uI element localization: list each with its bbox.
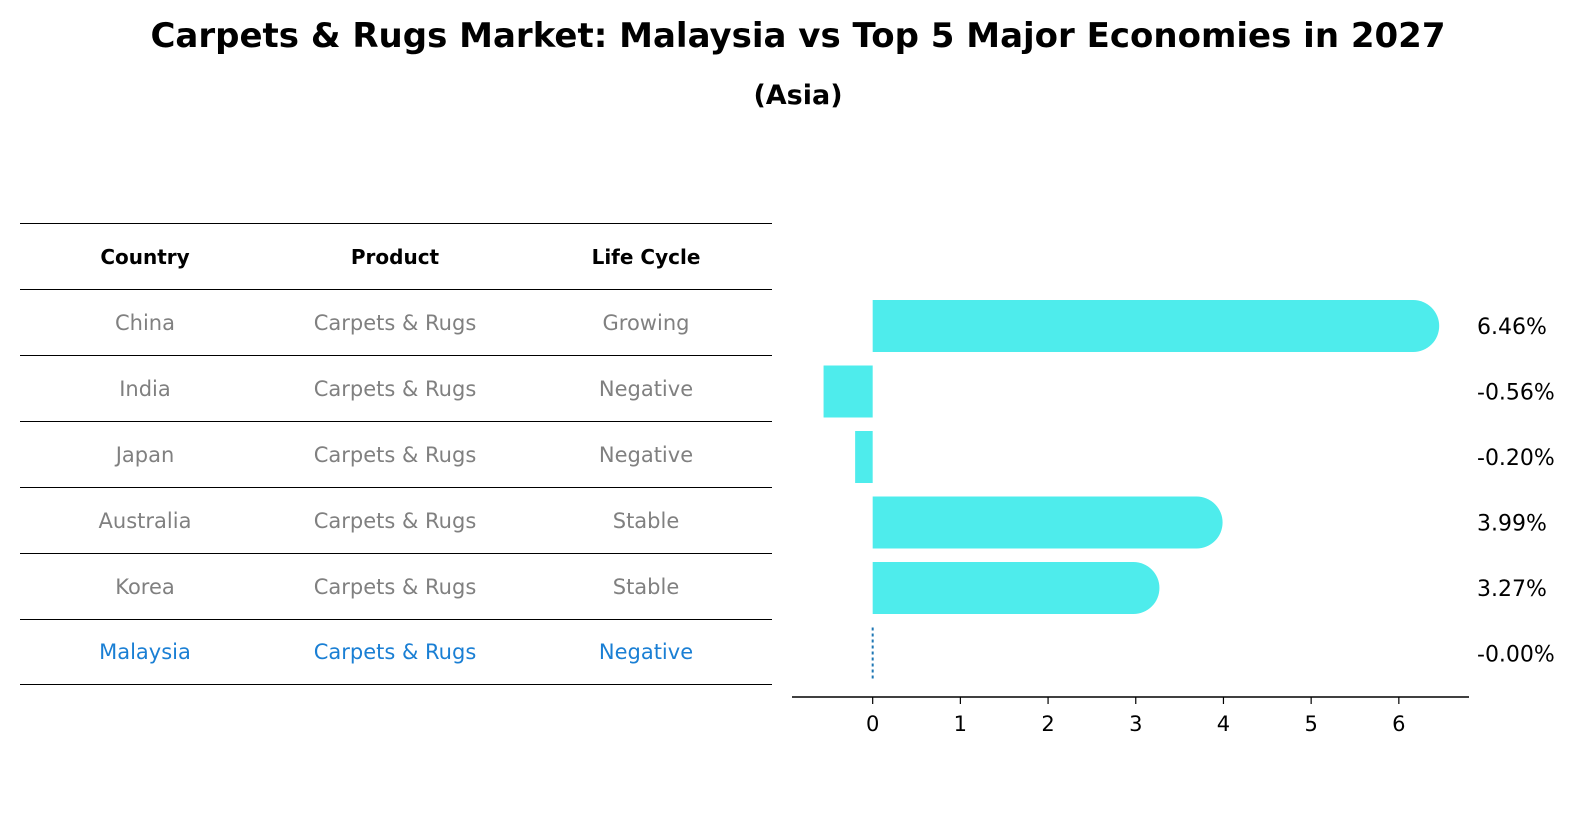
bar-value-label: -0.56% [1477,381,1555,406]
header-product: Product [350,244,440,269]
table-header-row: Country Product Life Cycle [20,223,772,289]
header-life-cycle: Life Cycle [591,244,701,269]
cell-country: India [119,376,171,401]
x-tick-label: 4 [1217,712,1230,736]
bar-value-label: 3.27% [1477,577,1547,602]
table-row: Australia Carpets & Rugs Stable [20,487,772,553]
cell-product: Carpets & Rugs [313,376,477,401]
cell-life-cycle: Stable [612,508,680,533]
cell-product: Carpets & Rugs [313,310,477,335]
x-tick-label: 3 [1129,712,1142,736]
bar-value-label: 3.99% [1477,512,1547,537]
x-tick-label: 0 [866,712,879,736]
table-row: Korea Carpets & Rugs Stable [20,553,772,619]
bar [823,365,873,418]
bar-value-label: -0.00% [1477,643,1555,668]
bar [872,562,1160,614]
bar [872,496,1223,549]
table-row: Japan Carpets & Rugs Negative [20,421,772,487]
x-tick-label: 6 [1392,712,1405,736]
table-row-highlighted: Malaysia Carpets & Rugs Negative [20,619,772,685]
cell-country: China [115,310,175,335]
country-table: Country Product Life Cycle China Carpets… [20,223,772,685]
header-country: Country [100,244,190,269]
cell-life-cycle: Negative [598,640,694,664]
cell-country: Malaysia [99,640,191,664]
bar [855,431,873,483]
cell-country: Korea [115,574,175,599]
cell-product: Carpets & Rugs [313,508,477,533]
cell-product: Carpets & Rugs [313,640,477,664]
cell-life-cycle: Negative [598,376,694,401]
x-tick-label: 2 [1041,712,1054,736]
table-row: China Carpets & Rugs Growing [20,289,772,355]
chart-title: Carpets & Rugs Market: Malaysia vs Top 5… [150,16,1446,56]
x-tick-label: 1 [954,712,967,736]
cell-life-cycle: Growing [602,310,690,335]
x-tick-label: 5 [1304,712,1317,736]
bar [872,300,1440,352]
cell-life-cycle: Negative [598,442,694,467]
cell-product: Carpets & Rugs [313,442,477,467]
bar-value-label: 6.46% [1477,315,1547,340]
cell-country: Australia [98,508,192,533]
chart-subtitle: (Asia) [753,80,843,111]
cell-country: Japan [115,442,175,467]
bar-value-label: -0.20% [1477,446,1555,471]
cell-product: Carpets & Rugs [313,574,477,599]
cell-life-cycle: Stable [612,574,680,599]
table-row: India Carpets & Rugs Negative [20,355,772,421]
